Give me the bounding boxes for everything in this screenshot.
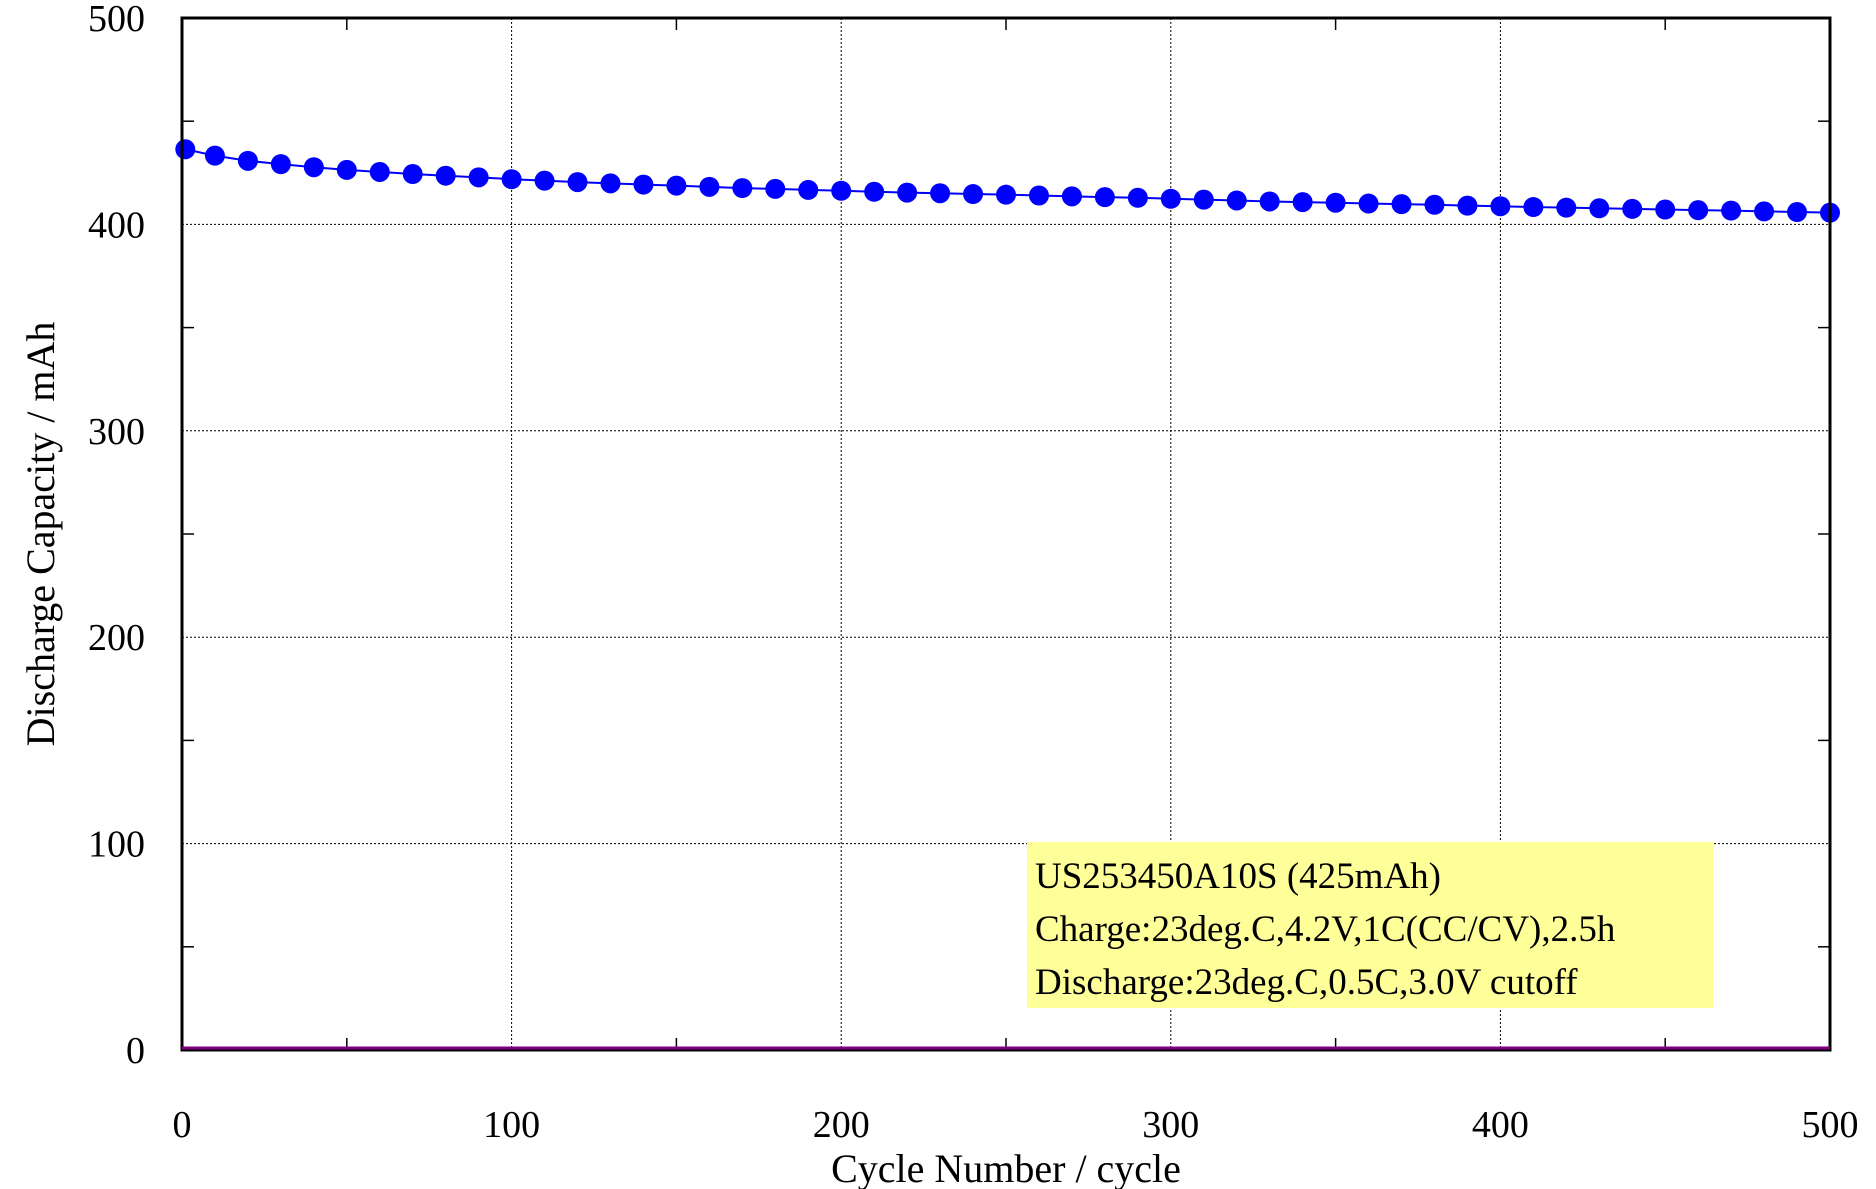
data-point (1589, 198, 1610, 219)
x-tick-label: 500 (1802, 1104, 1859, 1146)
data-point (468, 167, 489, 188)
data-point (1160, 188, 1181, 209)
data-point (1787, 202, 1808, 223)
data-point (732, 178, 753, 199)
x-axis-title: Cycle Number / cycle (831, 1146, 1181, 1189)
y-axis-tick-labels: 0 100 200 300 400 500 (88, 0, 145, 1072)
data-point (501, 169, 522, 190)
data-point (930, 183, 951, 204)
data-point (1457, 195, 1478, 216)
data-point (1127, 187, 1148, 208)
y-tick-label: 400 (88, 204, 145, 246)
x-axis-tick-labels: 0 100 200 300 400 500 (173, 1104, 1859, 1146)
data-point (798, 179, 819, 200)
data-point (1028, 185, 1049, 206)
y-tick-label: 500 (88, 0, 145, 40)
minor-ticks (182, 18, 1830, 1050)
data-point (996, 184, 1016, 205)
data-point (1259, 191, 1280, 212)
data-point (1094, 187, 1115, 208)
data-point (963, 184, 984, 205)
data-point (336, 159, 357, 180)
data-series (175, 139, 1840, 223)
data-point (633, 174, 654, 195)
x-tick-label: 200 (813, 1104, 870, 1146)
annotation-line-model: US253450A10S (425mAh) (1035, 856, 1441, 897)
data-point (1325, 192, 1346, 213)
x-tick-label: 0 (173, 1104, 192, 1146)
data-point (1754, 201, 1775, 222)
y-tick-label: 300 (88, 411, 145, 453)
data-point (1424, 194, 1445, 215)
data-point (1622, 198, 1643, 219)
data-point (666, 175, 687, 196)
data-point (270, 154, 291, 175)
y-axis-title: Discharge Capacity / mAh (18, 322, 63, 747)
data-point (897, 182, 918, 203)
data-point (1358, 193, 1379, 214)
plot-frame (180, 16, 1832, 1052)
data-point (1193, 189, 1214, 210)
x-tick-label: 300 (1142, 1104, 1199, 1146)
data-point (567, 172, 588, 193)
data-point (435, 165, 456, 186)
data-point (1061, 186, 1082, 207)
data-point (1226, 190, 1247, 211)
y-tick-label: 100 (88, 824, 145, 866)
data-point (534, 170, 555, 191)
data-point (1292, 192, 1313, 213)
data-point (864, 181, 885, 202)
data-point (1721, 200, 1742, 221)
data-point (402, 164, 423, 185)
data-point (175, 139, 196, 160)
data-point (1688, 200, 1709, 221)
data-point (204, 145, 225, 166)
data-point (237, 150, 258, 171)
annotation-background (1027, 842, 1713, 1008)
y-tick-label: 200 (88, 617, 145, 659)
x-tick-label: 100 (483, 1104, 540, 1146)
data-point (303, 157, 324, 178)
annotation-line-discharge: Discharge:23deg.C,0.5C,3.0V cutoff (1035, 962, 1578, 1003)
data-point (1523, 197, 1544, 218)
data-point (831, 180, 852, 201)
data-point (1490, 196, 1511, 217)
data-point (600, 173, 621, 194)
data-point (699, 176, 720, 197)
data-point (765, 178, 786, 199)
data-point (1556, 197, 1577, 218)
annotation-box: US253450A10S (425mAh) Charge:23deg.C,4.2… (1027, 842, 1713, 1008)
annotation-line-charge: Charge:23deg.C,4.2V,1C(CC/CV),2.5h (1035, 909, 1616, 950)
data-point (1655, 199, 1676, 220)
y-tick-label: 0 (126, 1030, 145, 1072)
data-point (1391, 194, 1412, 215)
data-point (369, 161, 390, 182)
x-tick-label: 400 (1472, 1104, 1529, 1146)
